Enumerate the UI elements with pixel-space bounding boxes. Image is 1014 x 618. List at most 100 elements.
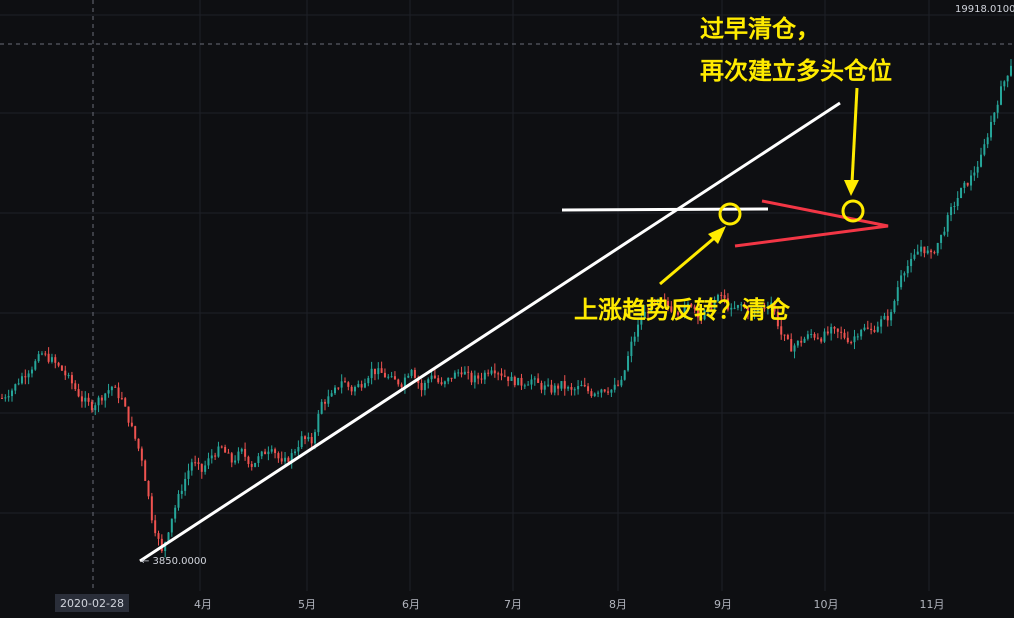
candle-body	[936, 242, 939, 254]
candle	[353, 385, 356, 396]
candle-body	[37, 354, 40, 362]
candle-body	[706, 305, 709, 311]
candle	[843, 329, 846, 340]
candle-body	[144, 460, 147, 481]
candle-body	[726, 298, 729, 310]
arrowhead-reentry	[844, 180, 859, 196]
x-tick-label: 11月	[920, 598, 945, 611]
high-price-label: 19918.0100	[955, 4, 1014, 15]
candle-body	[983, 144, 986, 155]
candle-body	[650, 300, 653, 313]
candle	[80, 390, 83, 408]
candle-body	[200, 463, 203, 472]
candle-body	[956, 198, 959, 207]
low-price-label: ← 3850.0000	[141, 556, 207, 567]
candle-body	[796, 340, 799, 346]
candle	[124, 397, 127, 407]
drawings: 过早清仓， 再次建立多头仓位 上涨趋势反转？清仓	[139, 15, 892, 563]
candle-body	[224, 446, 227, 453]
exit-marker-circle[interactable]	[718, 202, 742, 226]
candle	[510, 372, 513, 381]
candle-body	[407, 375, 410, 378]
candle	[127, 406, 130, 427]
candle	[657, 298, 660, 304]
candle-body	[277, 453, 280, 459]
uptrend-line[interactable]	[139, 101, 841, 563]
candle-body	[543, 385, 546, 390]
candle-body	[590, 391, 593, 397]
candle-body	[627, 356, 630, 371]
candle	[157, 530, 160, 546]
candle	[723, 289, 726, 304]
candle	[7, 389, 10, 402]
candle	[710, 302, 713, 310]
candle-body	[587, 386, 590, 392]
candle	[480, 372, 483, 384]
candle-body	[910, 258, 913, 267]
candle-body	[570, 387, 573, 390]
candle-body	[886, 315, 889, 321]
candle	[996, 100, 999, 119]
candle	[297, 440, 300, 456]
candle	[500, 368, 503, 381]
candle	[170, 518, 173, 537]
candle-body	[836, 328, 839, 332]
candle-body	[204, 465, 207, 472]
candle	[663, 293, 666, 307]
candle	[84, 391, 87, 408]
candle-body	[60, 365, 63, 371]
candle-body	[873, 330, 876, 332]
candle-body	[500, 373, 503, 376]
candle	[577, 380, 580, 395]
candle-body	[720, 294, 723, 296]
candle	[280, 451, 283, 465]
candle	[816, 333, 819, 340]
candle-body	[304, 436, 307, 440]
candle	[886, 309, 889, 327]
candle-body	[174, 507, 177, 519]
candle-body	[513, 376, 516, 386]
candle	[800, 336, 803, 347]
candle	[956, 191, 959, 211]
candle-body	[327, 396, 330, 404]
candle-body	[377, 368, 380, 375]
candle-body	[926, 250, 929, 254]
arrow-to-reentry	[850, 87, 859, 184]
candle-body	[307, 436, 310, 440]
candle	[950, 203, 953, 222]
candle-body	[973, 172, 976, 176]
candle-body	[573, 389, 576, 391]
candle	[920, 239, 923, 257]
candle-body	[150, 496, 153, 521]
candle-body	[423, 382, 426, 391]
candle	[617, 380, 620, 387]
candle	[67, 372, 70, 379]
candle-body	[920, 246, 923, 252]
candle	[860, 328, 863, 340]
candle	[903, 271, 906, 282]
candle-body	[47, 353, 50, 362]
candle	[563, 375, 566, 396]
candle-body	[780, 326, 783, 335]
candle-body	[397, 379, 400, 385]
reentry-marker-circle[interactable]	[841, 199, 865, 223]
triangle-pattern[interactable]	[734, 199, 889, 248]
candle-body	[257, 456, 260, 463]
candle-body	[110, 386, 113, 391]
candle-body	[903, 273, 906, 276]
candle-body	[290, 453, 293, 462]
candle	[620, 375, 623, 388]
candle-body	[916, 251, 919, 255]
candle-body	[17, 383, 20, 385]
candle-body	[776, 311, 779, 327]
candle-body	[517, 377, 520, 386]
candle	[197, 457, 200, 470]
candle	[696, 307, 699, 325]
candle-body	[540, 382, 543, 390]
horizontal-support-line[interactable]	[561, 207, 769, 212]
candle-body	[583, 384, 586, 387]
candle	[876, 321, 879, 333]
candle	[114, 384, 117, 388]
candle-body	[437, 378, 440, 383]
